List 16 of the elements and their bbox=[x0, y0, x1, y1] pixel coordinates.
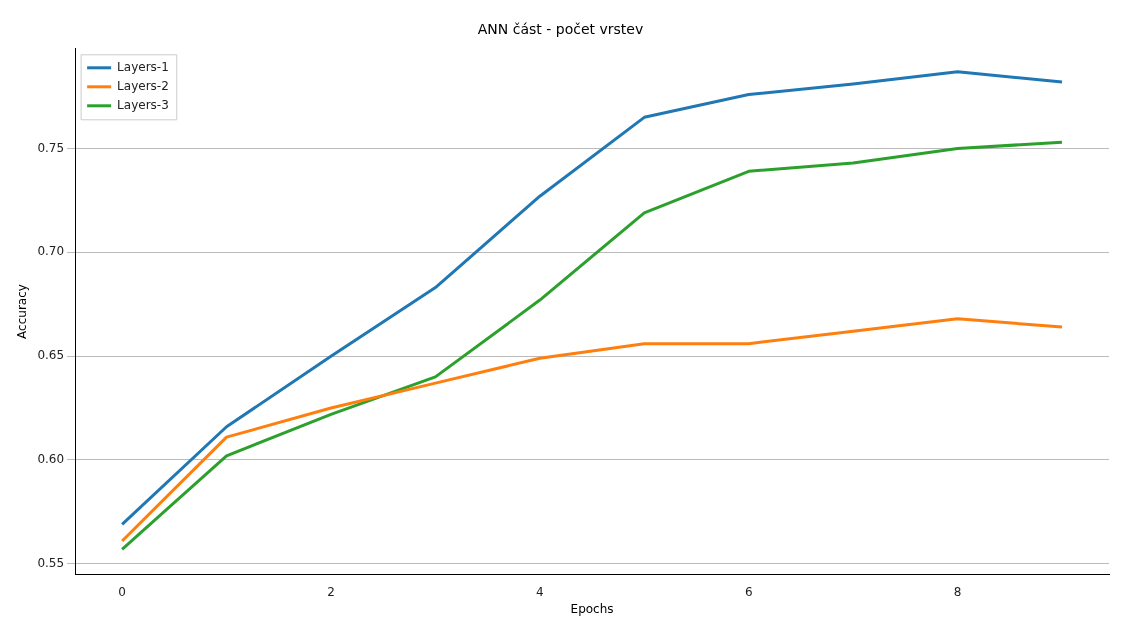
y-tick-label: 0.65 bbox=[37, 348, 65, 363]
y-axis-title: Accuracy bbox=[15, 284, 30, 339]
x-tick-label: 6 bbox=[744, 584, 753, 599]
y-tick-label: 0.75 bbox=[37, 140, 65, 155]
chart-title: ANN část - počet vrstev bbox=[477, 21, 644, 38]
y-tick-label: 0.60 bbox=[37, 452, 65, 467]
y-tick-label: 0.55 bbox=[37, 555, 65, 570]
legend-label: Layers-1 bbox=[117, 59, 169, 74]
x-tick-label: 2 bbox=[327, 584, 335, 599]
x-axis-title: Epochs bbox=[570, 601, 614, 616]
x-tick-label: 0 bbox=[118, 584, 126, 599]
x-tick-label: 8 bbox=[953, 584, 962, 599]
x-tick-label: 4 bbox=[536, 584, 544, 599]
y-tick-label: 0.70 bbox=[37, 244, 65, 259]
legend-label: Layers-3 bbox=[117, 97, 169, 112]
legend-label: Layers-2 bbox=[117, 78, 169, 93]
